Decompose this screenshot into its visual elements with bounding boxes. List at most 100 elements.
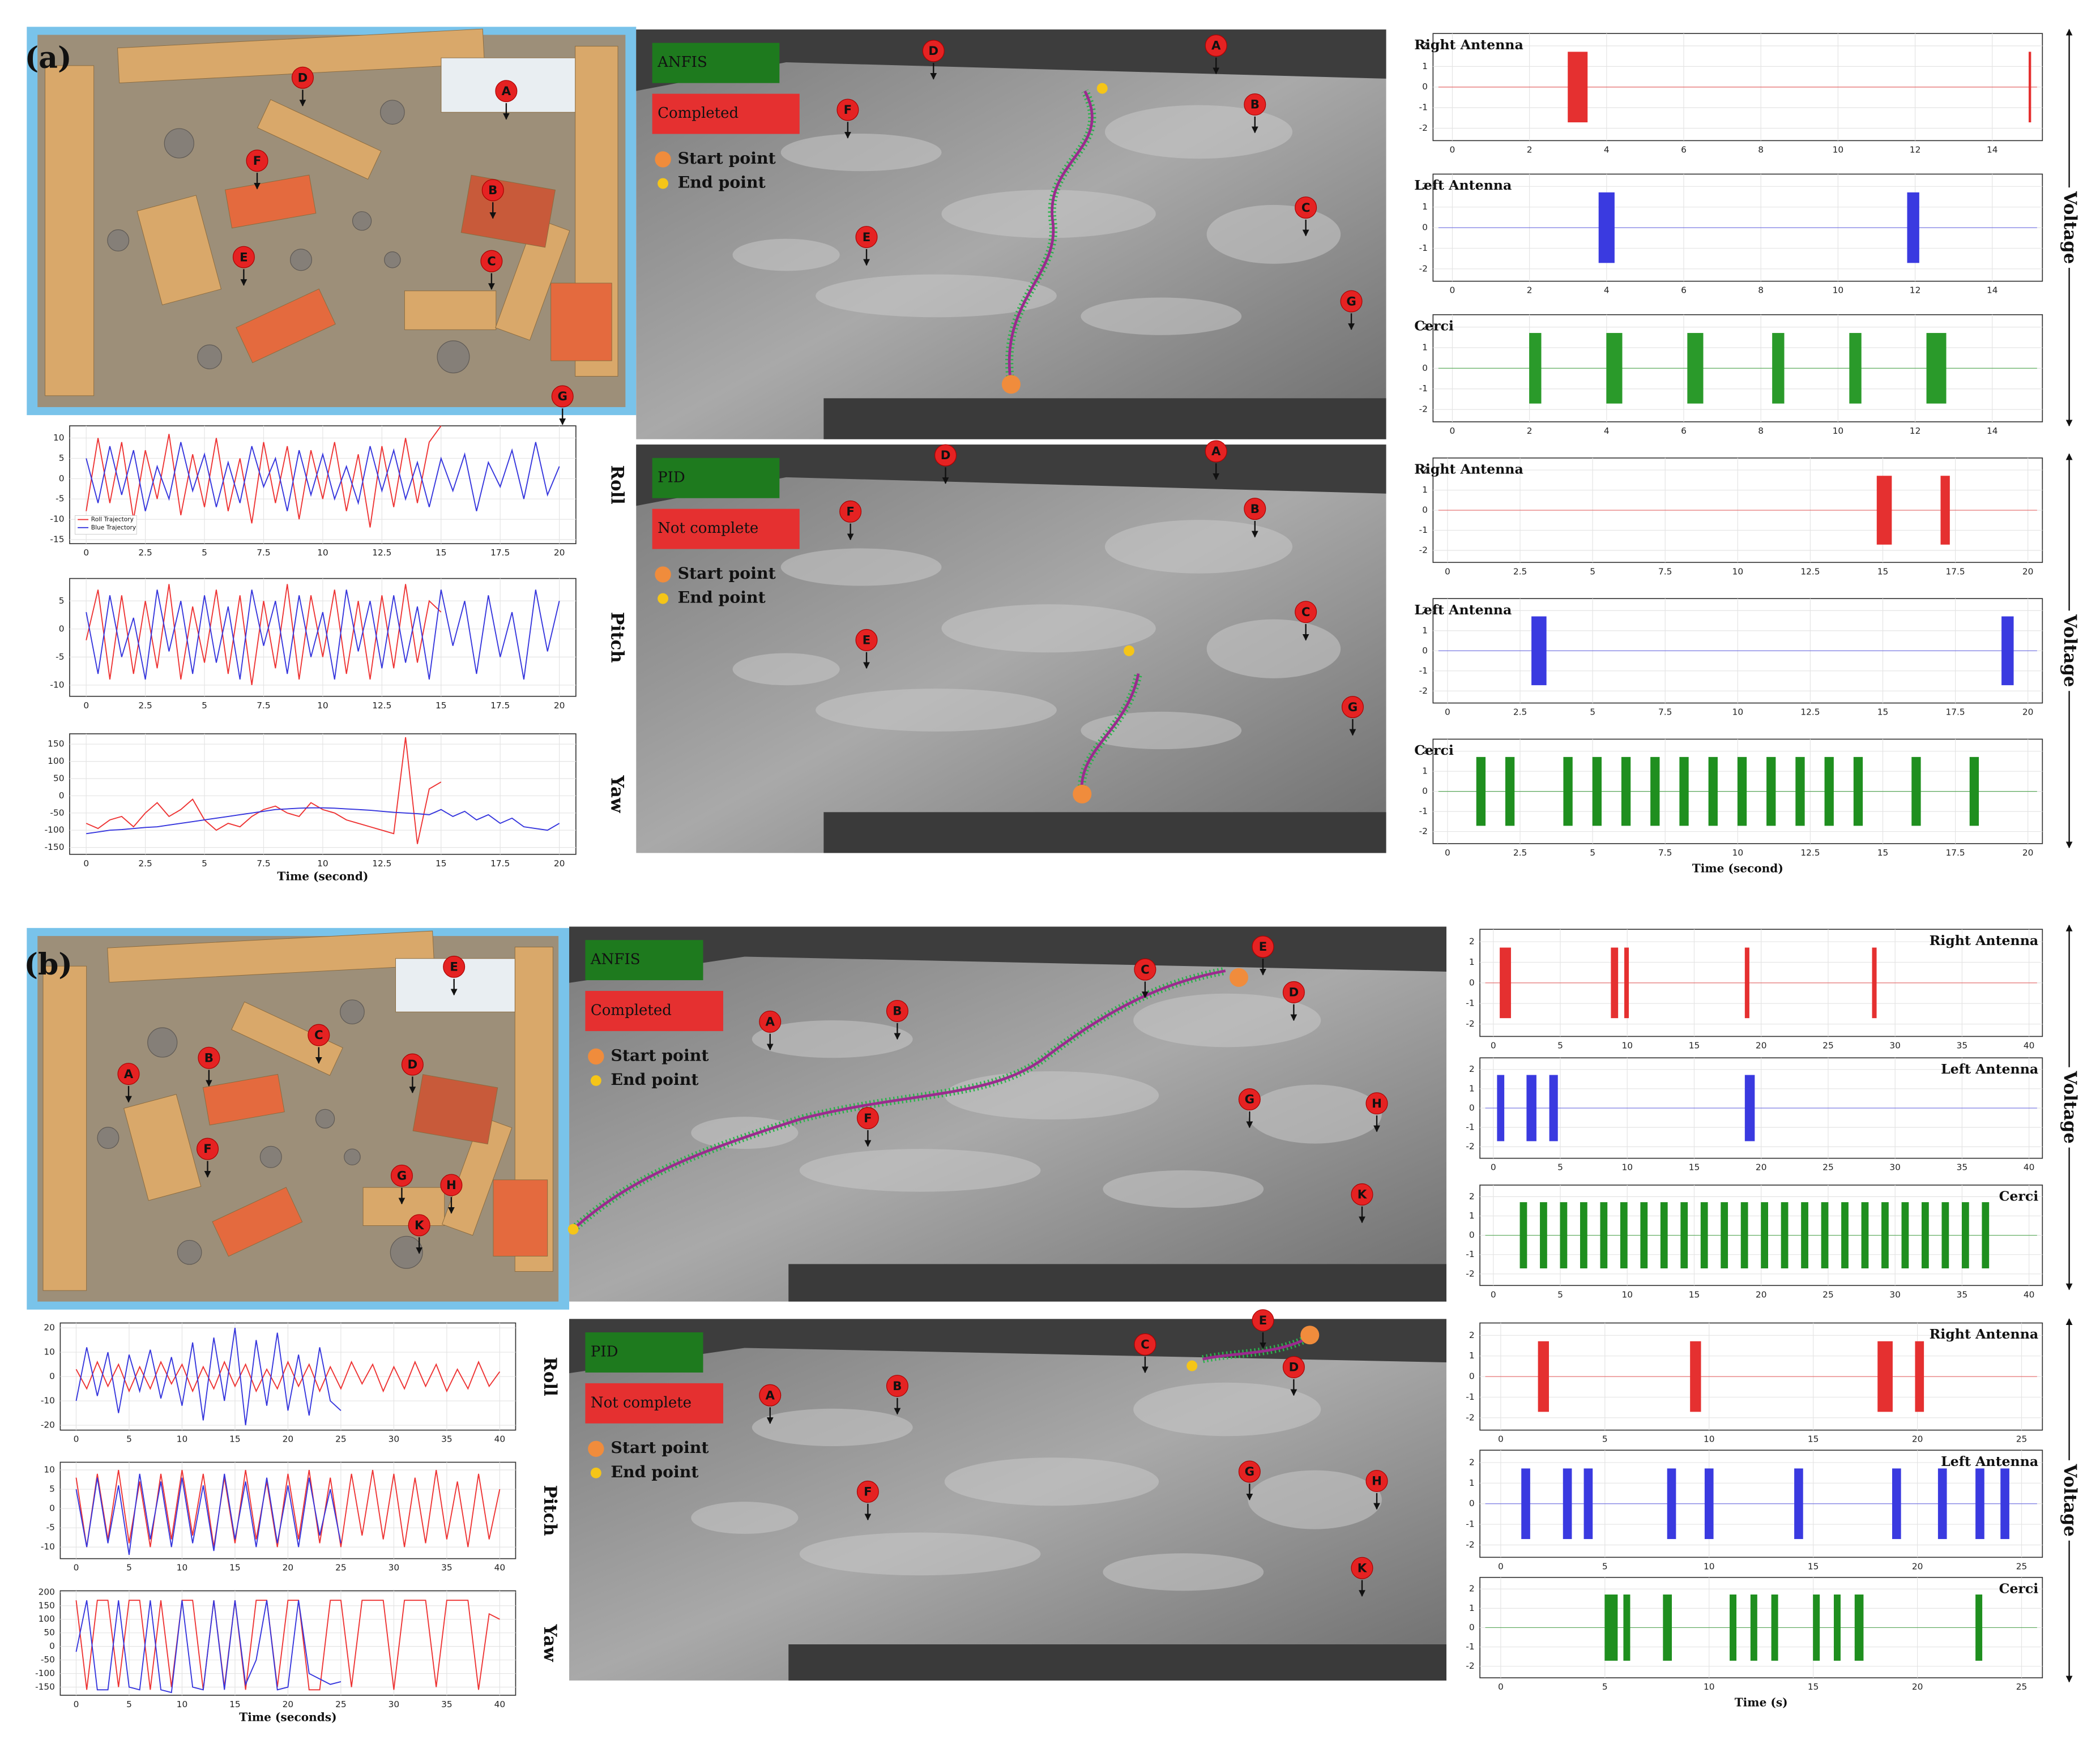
location-marker — [886, 1375, 908, 1397]
y-tick-label: 2 — [1469, 937, 1475, 947]
x-tick-label: 20 — [554, 858, 565, 869]
x-tick-label: 6 — [1681, 285, 1687, 296]
y-tick-label: 1 — [1422, 766, 1428, 776]
rock — [107, 229, 130, 252]
y-tick-label: -20 — [41, 1420, 55, 1430]
stimulus-pulse — [1606, 333, 1623, 404]
y-tick-label: 1 — [1469, 1603, 1475, 1613]
x-tick-label: 7.5 — [1658, 707, 1672, 717]
chart-title: Cerci — [1999, 1581, 2039, 1597]
x-tick-label: 25 — [2016, 1561, 2028, 1571]
marker-label: F — [203, 1142, 212, 1156]
x-tick-label: 17.5 — [490, 700, 510, 711]
y-tick-label: -100 — [45, 825, 65, 835]
stimulus-pulse — [1744, 1075, 1755, 1142]
terrain-ridge — [752, 1020, 913, 1058]
stimulus-pulse — [1538, 1341, 1549, 1412]
x-tick-label: 0 — [1491, 1162, 1496, 1173]
x-tick-label: 30 — [389, 1434, 400, 1444]
arena-object — [493, 1179, 548, 1256]
terrain-ridge — [1206, 619, 1341, 678]
y-tick-label: -2 — [1419, 404, 1428, 414]
y-tick-label: 1 — [1422, 342, 1428, 352]
controller-label: PID — [591, 1343, 618, 1360]
y-tick-label: -1 — [1466, 1249, 1474, 1259]
x-tick-label: 20 — [2022, 848, 2034, 858]
terrain-ridge — [1103, 1553, 1264, 1591]
y-tick-label: 2 — [1469, 1457, 1475, 1467]
y-tick-label: -10 — [41, 1542, 55, 1552]
stimulus-pulse — [1821, 1202, 1829, 1269]
stimulus-pulse — [1521, 1468, 1530, 1540]
terrain-floor-edge — [823, 398, 1386, 439]
y-tick-label: 1 — [1422, 485, 1428, 495]
location-marker — [232, 246, 255, 268]
rock — [384, 251, 401, 268]
terrain-edge — [569, 926, 1446, 983]
location-marker — [759, 1010, 782, 1033]
terrain-ridge — [816, 274, 1057, 318]
stimulus-pulse — [2029, 52, 2031, 123]
legend-end — [590, 1075, 601, 1086]
location-marker — [308, 1024, 330, 1046]
x-tick-label: 17.5 — [1946, 566, 1965, 576]
x-tick-label: 5 — [1557, 1289, 1563, 1300]
y-tick-label: 2 — [1469, 1330, 1475, 1340]
marker-label: B — [893, 1379, 902, 1394]
rock — [259, 1145, 282, 1168]
x-tick-label: 0 — [74, 1699, 79, 1709]
x-tick-label: 5 — [1602, 1561, 1608, 1571]
terrain-ridge — [732, 238, 840, 271]
marker-label: F — [864, 1485, 872, 1499]
terrain-ridge — [1104, 520, 1293, 574]
stimulus-pulse — [1549, 1075, 1558, 1142]
y-tick-label: 100 — [39, 1614, 55, 1624]
location-marker — [1340, 290, 1363, 313]
y-tick-label: -2 — [1466, 1019, 1474, 1029]
rock — [380, 100, 405, 125]
y-tick-label: -2 — [1466, 1540, 1474, 1550]
terrain-ridge — [752, 1408, 913, 1447]
marker-label: E — [240, 250, 248, 264]
legend-start — [588, 1440, 604, 1457]
x-tick-label: 5 — [1590, 848, 1595, 858]
stimulus-pulse — [1519, 1202, 1527, 1269]
x-tick-label: 15 — [436, 858, 447, 869]
chart-title: Left Antenna — [1414, 602, 1512, 618]
location-marker — [197, 1138, 219, 1160]
arena-object — [550, 283, 612, 361]
stimulus-pulse — [1975, 1594, 1983, 1661]
stimulus-pulse — [1730, 1594, 1737, 1661]
x-tick-label: 0 — [74, 1563, 79, 1573]
x-tick-label: 10 — [1621, 1040, 1633, 1050]
x-tick-label: 30 — [389, 1699, 400, 1709]
terrain-ridge — [1248, 1084, 1382, 1144]
end-point — [1096, 83, 1108, 94]
trajectory-line — [75, 1600, 500, 1691]
y-tick-label: 2 — [1422, 181, 1428, 191]
x-tick-label: 10 — [1833, 144, 1844, 155]
x-tick-label: 14 — [1987, 144, 1998, 155]
location-marker — [1205, 440, 1227, 463]
x-tick-label: 6 — [1681, 144, 1687, 155]
y-tick-label: 50 — [53, 773, 65, 784]
location-marker — [1295, 601, 1317, 623]
location-marker — [1134, 1333, 1156, 1356]
y-tick-label: 0 — [59, 623, 65, 634]
terrain-ridge — [732, 653, 840, 686]
x-tick-label: 8 — [1758, 426, 1764, 436]
x-tick-label: 20 — [1912, 1434, 1923, 1444]
x-tick-label: 10 — [1704, 1561, 1715, 1571]
y-tick-label: -50 — [50, 807, 64, 818]
marker-label: C — [487, 254, 496, 268]
x-tick-label: 2.5 — [1513, 707, 1527, 717]
stimulus-pulse — [1721, 1202, 1728, 1269]
y-tick-label: 0 — [59, 790, 65, 801]
stimulus-pulse — [1640, 1202, 1648, 1269]
x-tick-label: 0 — [83, 548, 89, 558]
controller-box — [585, 940, 703, 981]
y-tick-label: -1 — [1466, 1642, 1474, 1652]
chart-title: Right Antenna — [1414, 37, 1523, 53]
marker-label: B — [488, 183, 497, 198]
chart-title: Cerci — [1414, 742, 1454, 758]
